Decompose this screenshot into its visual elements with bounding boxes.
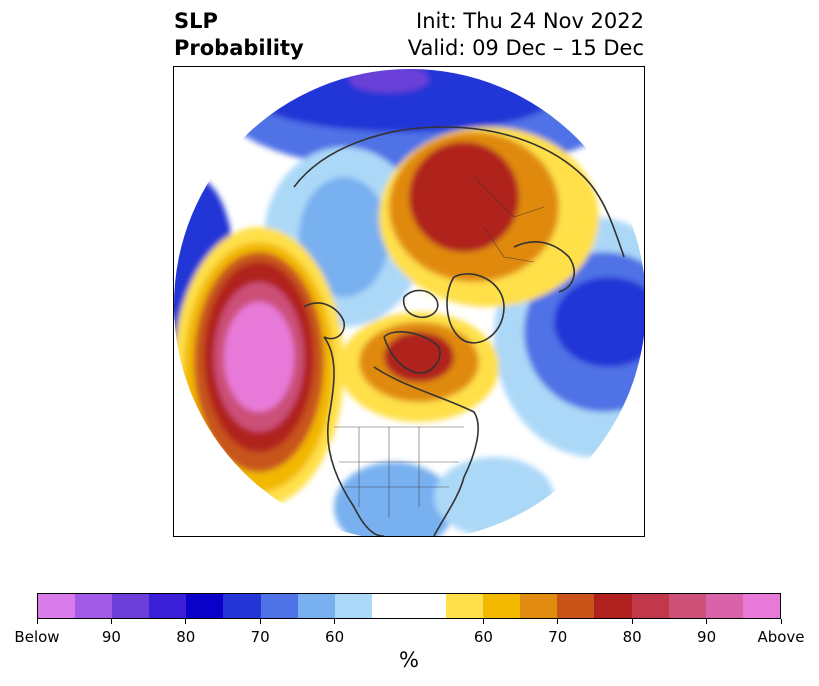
- colorbar-cell: [75, 594, 113, 618]
- colorbar-cell: [705, 594, 743, 618]
- coast-canadian-archipelago: [402, 289, 439, 319]
- colorbar-cell: [223, 594, 261, 618]
- colorbar-cell: [520, 594, 558, 618]
- init-date: Init: Thu 24 Nov 2022: [416, 9, 644, 33]
- colorbar-tick: [557, 619, 559, 624]
- colorbar-cell: [631, 594, 669, 618]
- colorbar-tick-label: 90: [101, 628, 121, 646]
- borders: [334, 176, 545, 517]
- coast-siberia: [513, 241, 575, 293]
- colorbar-cell: [112, 594, 150, 618]
- coast-greenland: [446, 273, 505, 344]
- blue-anomaly-southeast: [434, 457, 554, 536]
- colorbar-tick: [185, 619, 187, 624]
- colorbar-cell: [742, 594, 780, 618]
- colorbar-tick: [780, 619, 782, 624]
- colorbar-cell: [149, 594, 187, 618]
- coast-hudson-bay: [383, 331, 441, 374]
- colorbar-cell: [594, 594, 632, 618]
- colorbar-cell: [483, 594, 521, 618]
- colorbar-tick-label: Below: [14, 628, 60, 646]
- magenta-anomaly-pacific: [224, 302, 294, 412]
- red-anomaly-arctic: [409, 142, 519, 252]
- colorbar-tick-label: 60: [473, 628, 493, 646]
- border-europe-1: [473, 176, 545, 218]
- colorbar-cell: [557, 594, 595, 618]
- colorbar-tick: [259, 619, 261, 624]
- colorbar-tick-label: 70: [250, 628, 270, 646]
- polar-map: [173, 66, 645, 537]
- colorbar-tick-label: 70: [548, 628, 568, 646]
- colorbar-tick: [110, 619, 112, 624]
- coast-alaska: [303, 302, 345, 340]
- colorbar-unit-label: %: [399, 648, 419, 672]
- colorbar-cell: [408, 594, 447, 618]
- colorbar-tick-label: 90: [697, 628, 717, 646]
- title-variable: SLP: [174, 9, 218, 33]
- colorbar-cell: [446, 594, 484, 618]
- colorbar-cell: [297, 594, 335, 618]
- colorbar-tick: [706, 619, 708, 624]
- colorbar-tick: [482, 619, 484, 624]
- colorbar-cell: [334, 594, 372, 618]
- coast-north-america-east: [373, 366, 479, 536]
- colorbar-tick-label: 60: [325, 628, 345, 646]
- colorbar-cell: [38, 594, 76, 618]
- coastlines: [293, 126, 625, 536]
- title-type: Probability: [174, 36, 304, 60]
- map-title-left: SLP Probability: [174, 8, 304, 62]
- colorbar-cell: [371, 594, 409, 618]
- blue-anomaly-south: [334, 462, 454, 536]
- blue-anomaly-east-core: [554, 277, 644, 367]
- colorbar-tick-label: 80: [622, 628, 642, 646]
- light-blue-central: [299, 177, 389, 297]
- colorbar: [37, 593, 781, 619]
- colorbar-tick-label: Above: [757, 628, 805, 646]
- border-europe-2: [483, 226, 535, 263]
- colorbar-tick-label: 80: [176, 628, 196, 646]
- colorbar-tick: [36, 619, 38, 624]
- map-title-right: Init: Thu 24 Nov 2022 Valid: 09 Dec – 15…: [408, 8, 644, 62]
- colorbar-cell: [668, 594, 706, 618]
- colorbar-cell: [186, 594, 224, 618]
- valid-period: Valid: 09 Dec – 15 Dec: [407, 36, 644, 60]
- probability-map-svg: [174, 69, 644, 536]
- coast-eurasia: [293, 126, 625, 258]
- colorbar-tick: [631, 619, 633, 624]
- colorbar-tick: [334, 619, 336, 624]
- coast-north-america-west: [323, 336, 385, 536]
- colorbar-cell: [260, 594, 298, 618]
